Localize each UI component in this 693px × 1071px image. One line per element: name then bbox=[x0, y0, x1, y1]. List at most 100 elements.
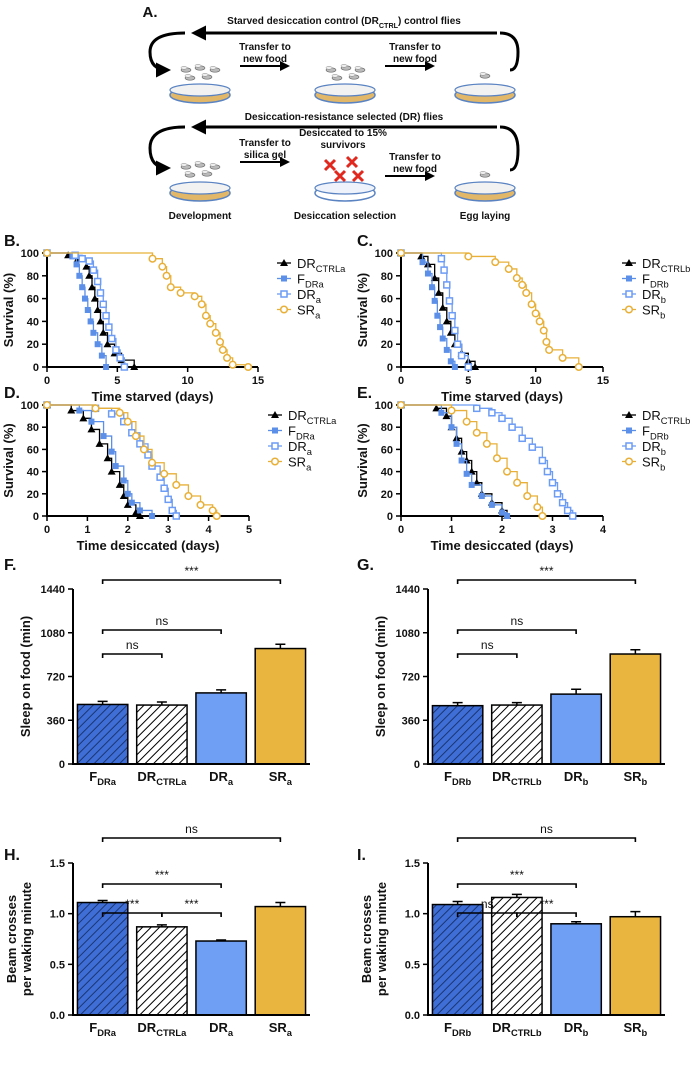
subscript: CTRLa bbox=[307, 416, 337, 426]
text-piece: DR bbox=[288, 408, 307, 423]
subscript: a bbox=[287, 777, 293, 787]
text-piece: new food bbox=[393, 164, 437, 175]
point bbox=[139, 445, 149, 454]
x-tick-label: 2 bbox=[125, 524, 131, 536]
y-tick-label: 100 bbox=[375, 248, 393, 260]
significance-label: ns bbox=[185, 822, 198, 836]
error-bar bbox=[156, 924, 167, 927]
text-piece: DR bbox=[642, 287, 661, 302]
point bbox=[464, 252, 473, 261]
text-piece: 15 bbox=[252, 375, 264, 387]
point bbox=[462, 417, 471, 426]
point bbox=[112, 346, 120, 354]
point bbox=[197, 300, 206, 309]
point bbox=[79, 414, 88, 422]
point bbox=[453, 340, 462, 348]
text-piece: 1080 bbox=[396, 628, 420, 640]
survival-curve bbox=[401, 404, 574, 516]
x-tick-label: DRCTRLa bbox=[137, 769, 187, 787]
fly-wing bbox=[184, 171, 192, 175]
panel-label: C. bbox=[357, 233, 373, 250]
point bbox=[471, 363, 480, 370]
significance-label: *** bbox=[184, 897, 198, 911]
text-piece: E. bbox=[357, 385, 372, 402]
stage-label: Egg laying bbox=[460, 211, 511, 222]
text-piece: Survival (%) bbox=[355, 423, 370, 497]
point bbox=[42, 248, 52, 258]
subscript: CTRLb bbox=[661, 264, 691, 274]
significance-bracket bbox=[161, 912, 222, 917]
legend-label: DRCTRLa bbox=[297, 256, 346, 274]
text-piece: Desiccation-resistance selected (DR) fli… bbox=[245, 112, 444, 123]
subscript: CTRLa bbox=[156, 777, 187, 787]
point bbox=[201, 311, 211, 320]
subscript: CTRLa bbox=[156, 1028, 187, 1038]
subscript: a bbox=[316, 295, 322, 305]
point bbox=[512, 274, 521, 283]
point bbox=[503, 467, 512, 476]
point bbox=[102, 311, 110, 320]
bar bbox=[135, 704, 188, 765]
legend-label: FDRb bbox=[642, 272, 669, 290]
text-piece: Sleep on food (min) bbox=[18, 616, 33, 737]
significance-bracket bbox=[456, 629, 577, 634]
text-piece: Survival (%) bbox=[1, 273, 16, 347]
significance-bracket bbox=[101, 629, 222, 634]
y-tick-label: 0.0 bbox=[50, 1010, 65, 1022]
text-piece: F bbox=[444, 1020, 452, 1035]
y-tick-label: 80 bbox=[381, 422, 393, 434]
text-piece: SR bbox=[288, 455, 306, 470]
text-piece: 60 bbox=[381, 294, 393, 306]
point bbox=[90, 294, 99, 302]
subscript: b bbox=[583, 1028, 589, 1038]
dead-fly-cross bbox=[333, 169, 347, 183]
point bbox=[417, 252, 426, 260]
point bbox=[244, 362, 253, 372]
text-piece: 100 bbox=[21, 400, 39, 412]
point bbox=[89, 266, 98, 274]
subscript: DRa bbox=[296, 432, 315, 442]
point bbox=[434, 312, 441, 319]
x-tick-label: 4 bbox=[600, 524, 607, 536]
point bbox=[431, 297, 438, 304]
x-tick-label: FDRb bbox=[444, 769, 471, 787]
significance-bracket bbox=[456, 579, 637, 584]
point bbox=[218, 345, 227, 354]
point bbox=[88, 418, 95, 425]
point bbox=[527, 300, 536, 309]
text-piece: 1 bbox=[84, 524, 90, 536]
y-tick-label: 1.5 bbox=[405, 858, 420, 870]
y-tick-label: 100 bbox=[21, 248, 39, 260]
dead-fly-cross bbox=[345, 155, 359, 169]
text-piece: 5 bbox=[465, 375, 471, 387]
text-piece: 15 bbox=[597, 375, 609, 387]
x-tick-label: 5 bbox=[114, 375, 120, 387]
point bbox=[447, 358, 454, 365]
point bbox=[79, 284, 86, 291]
point bbox=[457, 351, 466, 360]
y-tick-label: 60 bbox=[27, 294, 39, 306]
subscript: b bbox=[661, 447, 666, 457]
point bbox=[85, 271, 94, 279]
fly-wing bbox=[209, 66, 217, 70]
x-tick-label: SRa bbox=[269, 1020, 293, 1038]
point bbox=[98, 352, 105, 359]
legend-label: SRa bbox=[288, 455, 312, 473]
dish-rim bbox=[314, 83, 376, 97]
point bbox=[84, 307, 91, 313]
point bbox=[42, 400, 52, 410]
point bbox=[105, 323, 113, 331]
point bbox=[508, 423, 516, 431]
y-tick-label: 1440 bbox=[396, 584, 420, 596]
point bbox=[144, 451, 152, 459]
y-tick-label: 360 bbox=[402, 715, 420, 727]
text-piece: F bbox=[89, 1020, 97, 1035]
x-tick-label: 0 bbox=[44, 524, 50, 536]
x-tick-label: DRCTRLa bbox=[137, 1020, 187, 1038]
bar bbox=[254, 905, 307, 1016]
text-piece: Desiccated to 15% bbox=[299, 128, 387, 139]
text-piece: 720 bbox=[47, 672, 65, 684]
point bbox=[176, 288, 185, 297]
point bbox=[499, 509, 505, 516]
